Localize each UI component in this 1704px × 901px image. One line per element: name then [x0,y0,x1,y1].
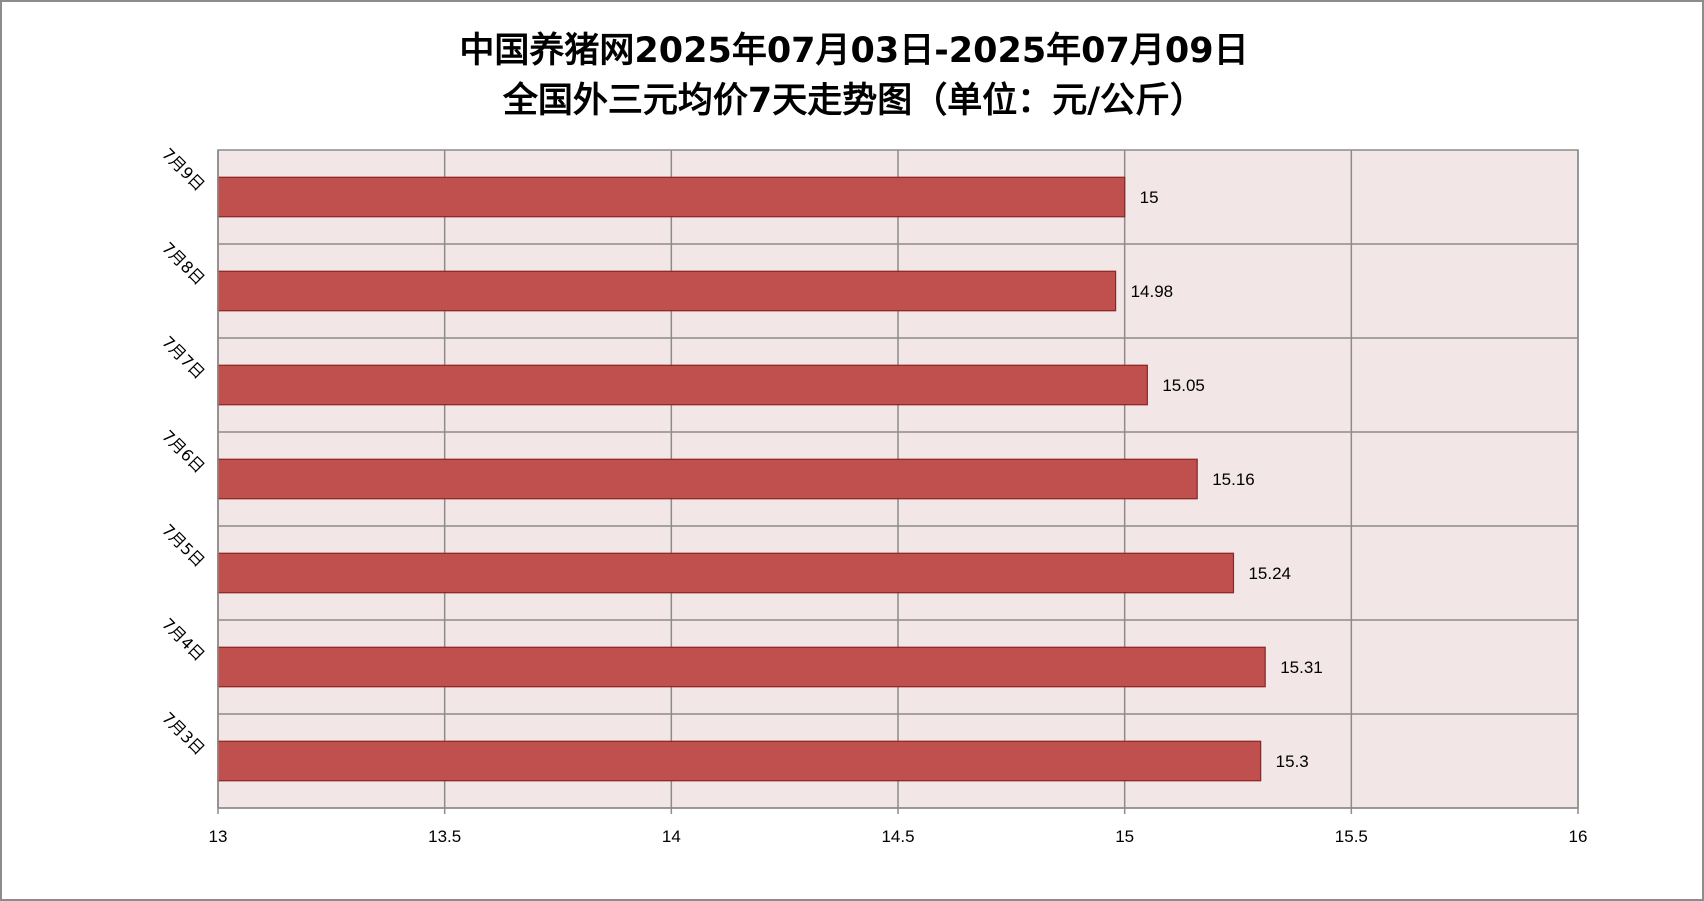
data-label: 15.24 [1248,564,1291,583]
x-tick-label: 14.5 [881,827,914,846]
x-tick-label: 13 [209,827,228,846]
x-tick-label: 16 [1569,827,1588,846]
bar [217,646,1266,688]
category-label: 7月6日 [158,426,208,476]
bars-layer [217,176,1266,782]
data-label: 14.98 [1131,282,1174,301]
chart-title-line-2: 全国外三元均价7天走势图（单位：元/公斤） [502,81,1206,121]
category-label: 7月8日 [158,238,208,288]
data-label: 15.16 [1212,470,1255,489]
axis-layer: 13 13.5 14 14.5 15 15.5 16 [209,150,1588,846]
x-tick-label: 14 [662,827,681,846]
bar [217,552,1235,594]
data-label: 15 [1140,188,1159,207]
x-tick-label: 15.5 [1335,827,1368,846]
data-label: 15.31 [1280,658,1323,677]
bar [217,270,1117,312]
bar [217,364,1148,406]
bar [217,740,1262,782]
category-label: 7月9日 [158,144,208,194]
chart-title-line-1: 中国养猪网2025年07月03日-2025年07月09日 [459,31,1249,71]
category-label: 7月7日 [158,332,208,382]
data-label: 15.05 [1162,376,1205,395]
category-label: 7月3日 [158,708,208,758]
category-label: 7月4日 [158,614,208,664]
chart-title: 中国养猪网2025年07月03日-2025年07月09日 全国外三元均价7天走势… [2,26,1704,126]
x-tick-label: 13.5 [428,827,461,846]
bar [217,458,1198,500]
category-label: 7月5日 [158,520,208,570]
bar [217,176,1126,218]
x-tick-label: 15 [1115,827,1134,846]
data-label: 15.3 [1276,752,1309,771]
